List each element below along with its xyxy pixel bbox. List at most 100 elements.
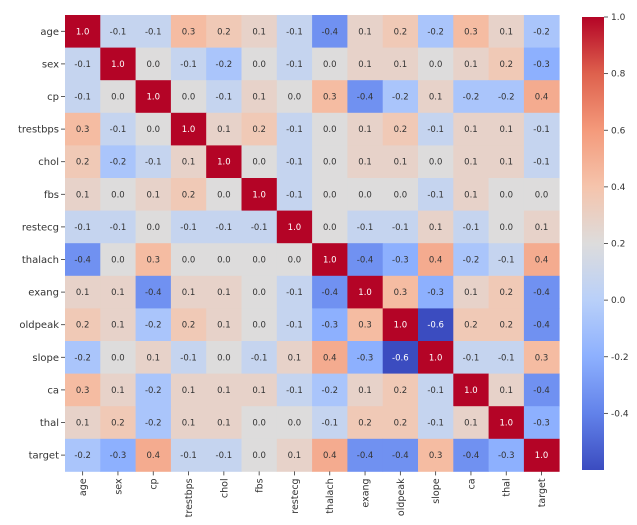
cell-value-fbs-thalach: 0.0 [323, 190, 337, 200]
colorbar-label-0.0: 0.0 [611, 296, 626, 306]
heatmap-cell-age-restecg [276, 15, 313, 48]
heatmap-cell-chol-ca [453, 145, 489, 179]
heatmap-cell-exang-trestbps [170, 275, 207, 309]
cell-value-thalach-exang: -0.4 [357, 256, 374, 266]
cell-value-thal-restecg: 0.0 [288, 419, 302, 429]
colorbar-label--0.2: -0.2 [611, 353, 629, 363]
cell-value-thal-ca: 0.1 [464, 419, 478, 429]
cell-value-thalach-age: -0.4 [74, 256, 91, 266]
heatmap-cell-oldpeak-cp [135, 308, 172, 342]
cell-value-chol-trestbps: 0.1 [182, 158, 196, 168]
heatmap-cell-cp-target [523, 80, 560, 114]
heatmap-cell-oldpeak-target [523, 308, 560, 342]
heatmap-cell-age-age [65, 15, 101, 48]
heatmap-cell-chol-age [65, 145, 101, 179]
x-label-cp: cp [149, 478, 160, 489]
heatmap-cell-thalach-exang [347, 243, 384, 277]
cell-value-oldpeak-sex: 0.1 [111, 321, 125, 331]
y-label-age: age [40, 27, 59, 38]
heatmap-cell-fbs-age [65, 178, 101, 211]
heatmap-cell-trestbps-chol [206, 112, 242, 146]
heatmap-cell-exang-ca [453, 275, 489, 309]
heatmap-cell-cp-chol [206, 80, 242, 114]
heatmap-cell-ca-exang [347, 373, 384, 407]
cell-value-trestbps-cp: 0.0 [146, 125, 160, 135]
heatmap-cell-cp-fbs [241, 80, 278, 114]
heatmap-cell-restecg-exang [347, 210, 384, 244]
heatmap-cell-oldpeak-thal [488, 308, 525, 342]
cell-value-trestbps-oldpeak: 0.2 [394, 125, 408, 135]
heatmap-cell-age-cp [135, 15, 172, 48]
cell-value-exang-fbs: 0.0 [252, 288, 266, 298]
cell-value-thalach-restecg: 0.0 [288, 256, 302, 266]
heatmap-cell-cp-thalach [312, 80, 348, 114]
heatmap-cell-thalach-age [65, 243, 101, 277]
heatmap-cell-ca-target [523, 373, 560, 407]
cell-value-thal-slope: -0.1 [427, 419, 444, 429]
cell-value-sex-slope: 0.0 [429, 60, 443, 70]
heatmap-cell-oldpeak-thalach [312, 308, 348, 342]
cell-value-sex-trestbps: -0.1 [180, 60, 197, 70]
heatmap-cell-fbs-oldpeak [382, 178, 419, 211]
cell-value-ca-ca: 1.0 [464, 386, 478, 396]
cell-value-sex-chol: -0.2 [216, 60, 233, 70]
heatmap-cell-restecg-restecg [276, 210, 313, 244]
cell-value-trestbps-sex: -0.1 [110, 125, 127, 135]
heatmap-cell-slope-trestbps [170, 341, 207, 374]
cell-value-ca-sex: 0.1 [111, 386, 125, 396]
y-label-chol: chol [38, 157, 59, 168]
x-label-restecg: restecg [290, 478, 301, 513]
cell-value-restecg-chol: -0.1 [216, 223, 233, 233]
heatmap-cell-restecg-ca [453, 210, 489, 244]
heatmap-cell-cp-cp [135, 80, 172, 114]
heatmap-cell-cp-ca [453, 80, 489, 114]
heatmap-cell-thal-thalach [312, 406, 348, 440]
heatmap-cell-fbs-fbs [241, 178, 278, 211]
cell-value-slope-thal: -0.1 [498, 353, 515, 363]
cell-value-slope-restecg: 0.1 [288, 353, 302, 363]
heatmap-cell-exang-sex [100, 275, 136, 309]
heatmap-cell-restecg-fbs [241, 210, 278, 244]
cell-value-sex-thalach: 0.0 [323, 60, 337, 70]
y-axis-labels: age sex cp trestbps chol fbs restecg thalach exa… [18, 27, 65, 462]
heatmap-cell-restecg-sex [100, 210, 136, 244]
heatmap-cell-exang-thalach [312, 275, 348, 309]
cell-value-trestbps-fbs: 0.2 [252, 125, 266, 135]
heatmap-cell-chol-cp [135, 145, 172, 179]
cell-value-oldpeak-thal: 0.2 [499, 321, 513, 331]
cell-value-oldpeak-fbs: 0.0 [252, 321, 266, 331]
cell-value-target-age: -0.2 [74, 451, 91, 461]
heatmap-cell-thalach-ca [453, 243, 489, 277]
heatmap-cell-sex-sex [100, 47, 136, 81]
heatmap-cell-ca-fbs [241, 373, 278, 407]
heatmap-cell-target-restecg [276, 438, 313, 472]
cell-value-fbs-target: 0.0 [535, 190, 549, 200]
cell-value-ca-cp: -0.2 [145, 386, 162, 396]
cell-value-age-slope: -0.2 [427, 27, 444, 37]
heatmap-cell-cp-thal [488, 80, 525, 114]
heatmap-cell-exang-restecg [276, 275, 313, 309]
heatmap-cell-sex-cp [135, 47, 172, 81]
cell-value-ca-fbs: 0.1 [252, 386, 266, 396]
heatmap-cell-slope-oldpeak [382, 341, 419, 374]
heatmap-cell-age-oldpeak [382, 15, 419, 48]
heatmap-cell-trestbps-sex [100, 112, 136, 146]
cell-value-target-cp: 0.4 [146, 451, 160, 461]
cell-value-chol-slope: 0.0 [429, 158, 443, 168]
colorbar-label-1.0: 1.0 [611, 13, 626, 23]
cell-value-oldpeak-age: 0.2 [76, 321, 90, 331]
cell-value-trestbps-trestbps: 1.0 [182, 125, 196, 135]
cell-value-oldpeak-target: -0.4 [533, 321, 550, 331]
cell-value-exang-exang: 1.0 [358, 288, 372, 298]
heatmap-cell-target-fbs [241, 438, 278, 472]
heatmap-cell-fbs-thalach [312, 178, 348, 211]
cell-value-sex-fbs: 0.0 [252, 60, 266, 70]
cell-value-age-restecg: -0.1 [286, 27, 303, 37]
heatmap-cell-oldpeak-ca [453, 308, 489, 342]
heatmap-cell-slope-age [65, 341, 101, 374]
heatmap-cell-chol-oldpeak [382, 145, 419, 179]
cell-value-cp-ca: -0.2 [463, 93, 480, 103]
cell-value-age-sex: -0.1 [110, 27, 127, 37]
heatmap-cell-restecg-trestbps [170, 210, 207, 244]
heatmap-cell-cp-restecg [276, 80, 313, 114]
